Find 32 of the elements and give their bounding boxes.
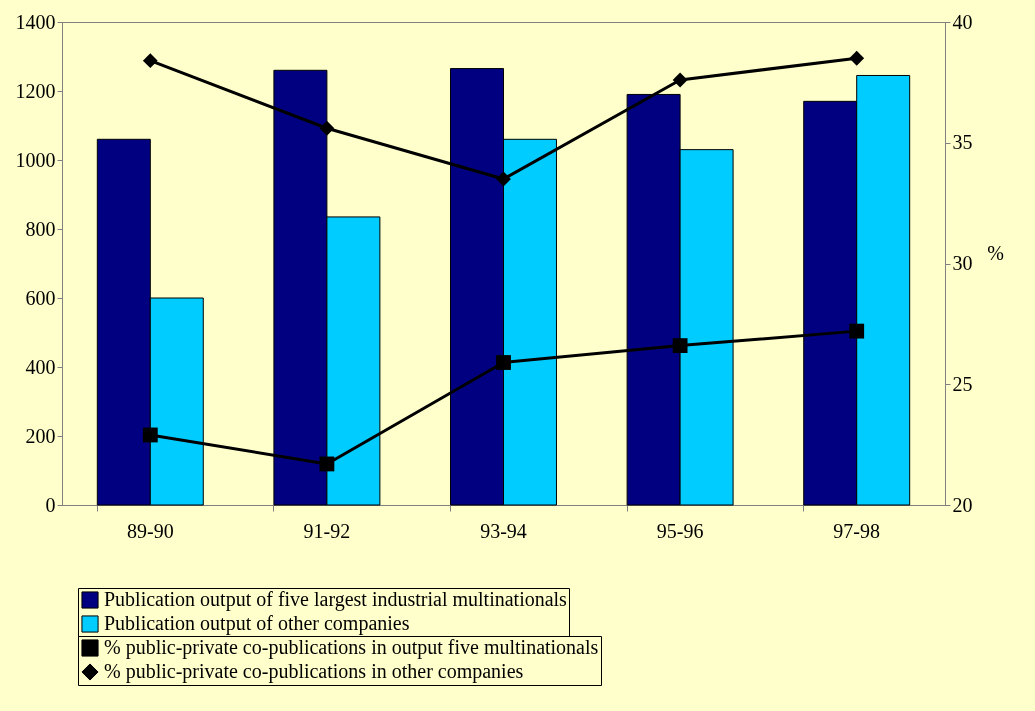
y2-axis-title: % xyxy=(987,242,1004,264)
point xyxy=(319,120,335,136)
y2-tick-label: 40 xyxy=(952,10,973,33)
y-tick-label: 1400 xyxy=(15,10,56,33)
point xyxy=(142,427,158,443)
legend-label: Publication output of five largest industrial multinationals xyxy=(104,588,568,611)
y2-tick-label: 20 xyxy=(952,493,973,516)
y-tick-label: 200 xyxy=(25,424,56,447)
y-tick-label: 800 xyxy=(25,217,56,240)
x-tick-label: 95-96 xyxy=(656,519,704,542)
x-tick-label: 91-92 xyxy=(303,519,351,542)
legend-label: % public-private co-publications in other companies xyxy=(104,660,524,683)
y2-tick-label: 35 xyxy=(952,131,973,154)
point xyxy=(142,53,158,69)
y-tick-label: 400 xyxy=(25,355,56,378)
legend-label: % public-private co-publications in output five multinationals xyxy=(104,636,599,659)
point xyxy=(849,323,865,339)
x-tick-label: 93-94 xyxy=(480,519,527,542)
y2-tick-label: 25 xyxy=(952,372,973,395)
x-tick-label: 89-90 xyxy=(126,519,174,542)
x-tick-label: 97-98 xyxy=(833,519,881,542)
point xyxy=(319,456,335,472)
y-tick-label: 1000 xyxy=(15,148,56,171)
point xyxy=(496,355,511,370)
legend-label: Publication output of other companies xyxy=(104,612,410,635)
y2-tick-label: 30 xyxy=(952,252,973,274)
y-tick-label: 600 xyxy=(25,286,56,309)
point xyxy=(672,72,688,88)
y-tick-label: 1200 xyxy=(15,79,56,102)
y-tick-label: 0 xyxy=(45,493,56,516)
point xyxy=(849,50,865,66)
point xyxy=(672,338,688,354)
